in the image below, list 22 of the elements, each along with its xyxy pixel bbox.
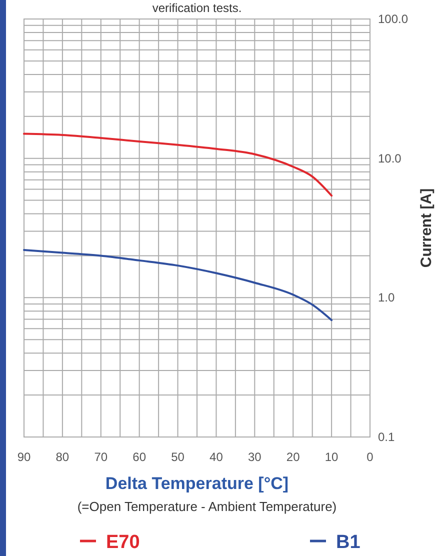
text: (=Open Temperature - Ambient Temperature) [77,499,337,514]
x-tick-label: 90 [17,450,31,464]
x-tick-label: 40 [210,450,224,464]
x-tick-label: 70 [94,450,108,464]
y-axis-title: Current [A] [418,188,435,268]
y-tick-label: 1.0 [378,290,396,305]
x-tick-label: 60 [132,450,146,464]
legend-label: B1 [336,532,361,553]
x-tick-label: 20 [286,450,300,464]
y-tick-label: 10.0 [378,151,402,166]
y-tick-label: 0.1 [378,430,396,444]
line-series [23,132,333,197]
x-tick-label: 10 [324,450,339,464]
y-tick-label: 100.0 [378,12,408,26]
legend-label: E70 [106,532,140,553]
x-tick-label: 30 [248,450,262,464]
line-series [23,248,333,322]
x-tick-label: 50 [171,450,185,464]
x-axis-title: Delta Temperature [°C] [105,474,289,493]
chart-title: verification tests. [152,1,242,15]
x-tick-label: 0 [366,450,374,464]
x-tick-label: 80 [56,450,70,464]
